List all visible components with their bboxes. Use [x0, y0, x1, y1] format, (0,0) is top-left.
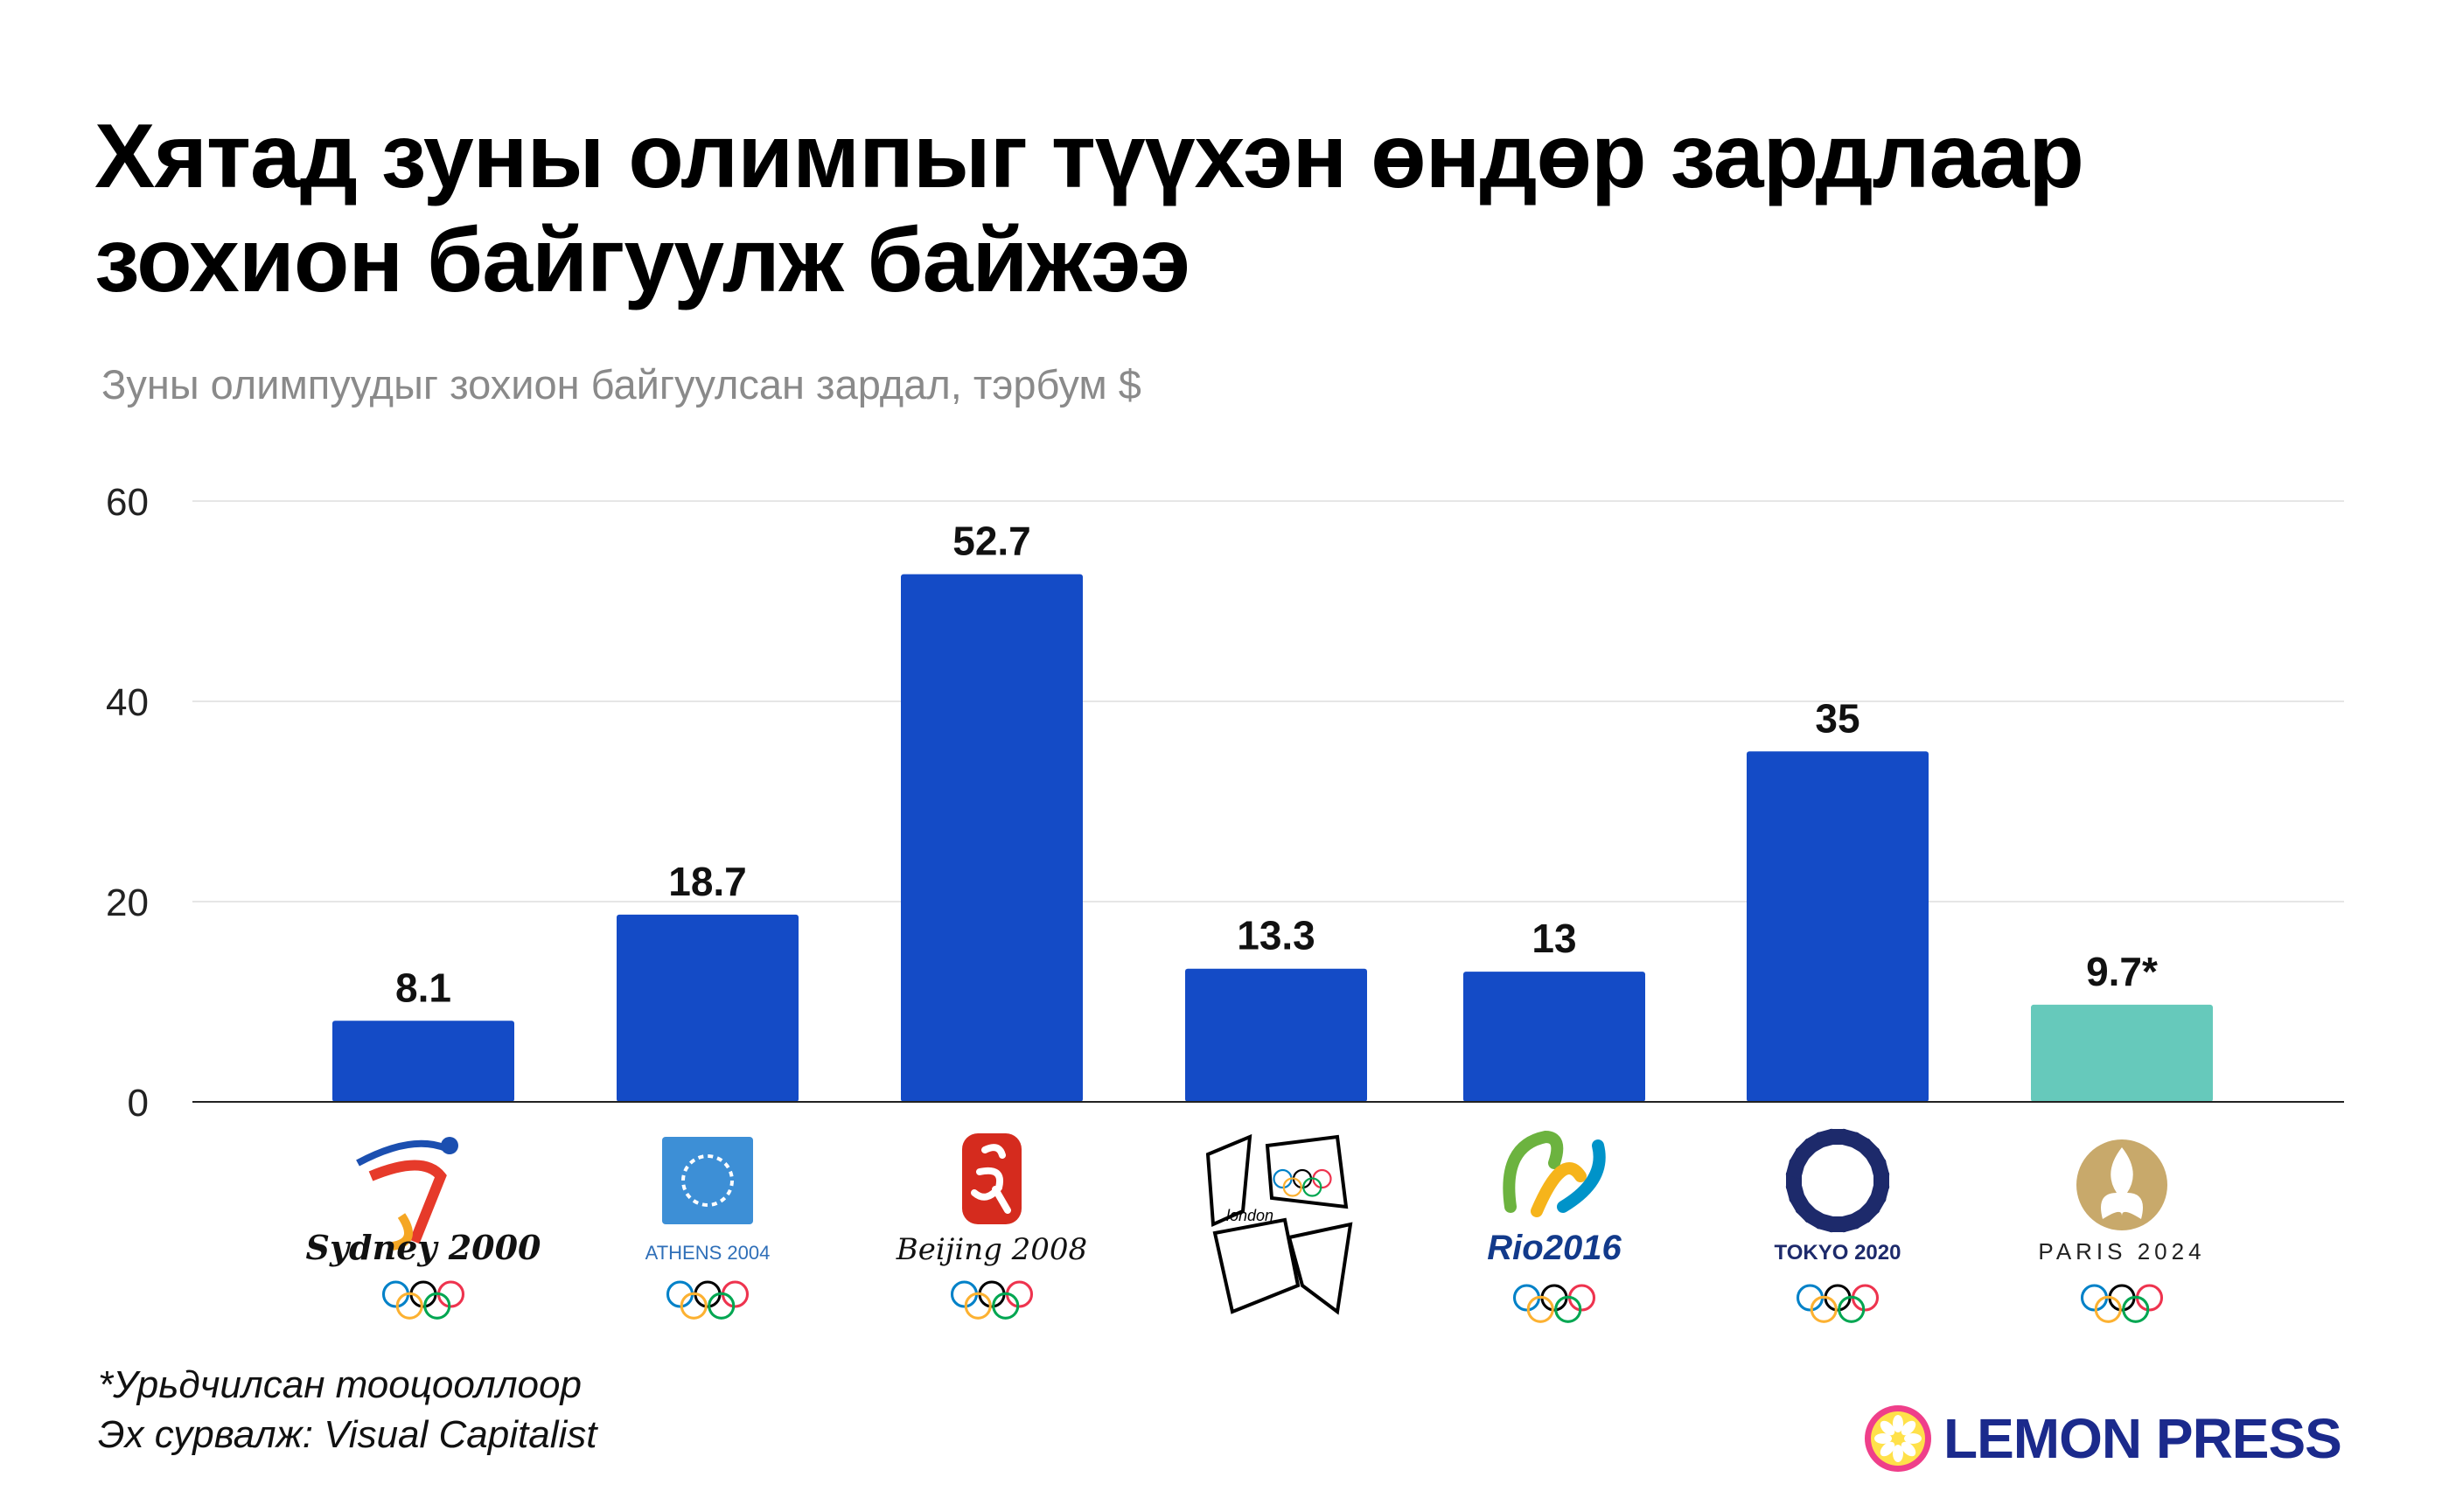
- category-label: Rio2016: [1487, 1229, 1622, 1267]
- tokyo-2020-logo: [1785, 1128, 1890, 1233]
- bar: [1747, 751, 1929, 1102]
- data-label: 13.3: [1237, 913, 1315, 958]
- bar: [1185, 968, 1367, 1102]
- olympic-rings-icon: [950, 1280, 1034, 1320]
- bar: [2031, 1004, 2213, 1102]
- olympic-rings-icon: [1796, 1284, 1880, 1323]
- sydney-2000-logo: [356, 1137, 458, 1251]
- flame-icon: [2101, 1147, 2143, 1219]
- olympic-rings-icon: [381, 1280, 465, 1320]
- footnote-block: *Урьдчилсан тооцооллоор Эх сурвалж: Visu…: [98, 1360, 597, 1460]
- dancing-figure-icon: [971, 1144, 1011, 1214]
- data-label: 13: [1531, 916, 1576, 961]
- y-tick-label: 60: [106, 481, 149, 524]
- category-label: london: [1226, 1207, 1273, 1224]
- rio-2016-logo: [1503, 1130, 1606, 1217]
- data-label: 18.7: [668, 859, 747, 904]
- data-label: 9.7*: [2086, 949, 2158, 994]
- london-2012-logo: [1205, 1133, 1353, 1315]
- category-label: TOKYO 2020: [1775, 1241, 1901, 1265]
- data-label: 8.1: [395, 965, 451, 1010]
- olympic-rings-icon: [1512, 1284, 1596, 1323]
- title-line-1: Хятад зуны олимпыг түүхэн өндөр зардлаар: [94, 106, 2084, 207]
- beijing-2008-logo: [962, 1133, 1022, 1224]
- bar: [901, 574, 1083, 1102]
- category-label: ATHENS 2004: [645, 1242, 771, 1264]
- athens-2004-logo: [662, 1137, 753, 1224]
- olympic-rings-icon: [2080, 1284, 2164, 1323]
- category-label: Beijing 2008: [896, 1232, 1087, 1267]
- bar: [617, 914, 799, 1102]
- source-note: Эх сурвалж: Visual Capitalist: [98, 1413, 597, 1457]
- brand-name: LEMON PRESS: [1943, 1407, 2342, 1470]
- category-label: Sydney 2000: [306, 1228, 542, 1267]
- category-label: PARIS 2024: [2038, 1238, 2205, 1265]
- y-tick-label: 40: [106, 681, 149, 724]
- olive-wreath-icon: [681, 1154, 734, 1207]
- title-line-2: зохион байгуулж байжээ: [94, 209, 1190, 311]
- bar: [332, 1021, 514, 1102]
- estimate-footnote: *Урьдчилсан тооцооллоор: [98, 1363, 582, 1406]
- chart-subtitle: Зуны олимпуудыг зохион байгуулсан зардал…: [101, 361, 1141, 408]
- bar: [1463, 972, 1645, 1102]
- olympic-rings-icon: [666, 1280, 750, 1320]
- data-label: 35: [1815, 695, 1859, 741]
- data-label: 52.7: [952, 519, 1031, 564]
- olympic-rings-icon: [1273, 1168, 1332, 1197]
- lemon-icon: [1865, 1405, 1931, 1472]
- y-tick-label: 0: [128, 1082, 149, 1125]
- chart-title: Хятад зуны олимпыг түүхэн өндөр зардлаар…: [94, 105, 2386, 312]
- y-tick-label: 20: [106, 881, 149, 924]
- brand-logo: LEMON PRESS: [1863, 1395, 2342, 1482]
